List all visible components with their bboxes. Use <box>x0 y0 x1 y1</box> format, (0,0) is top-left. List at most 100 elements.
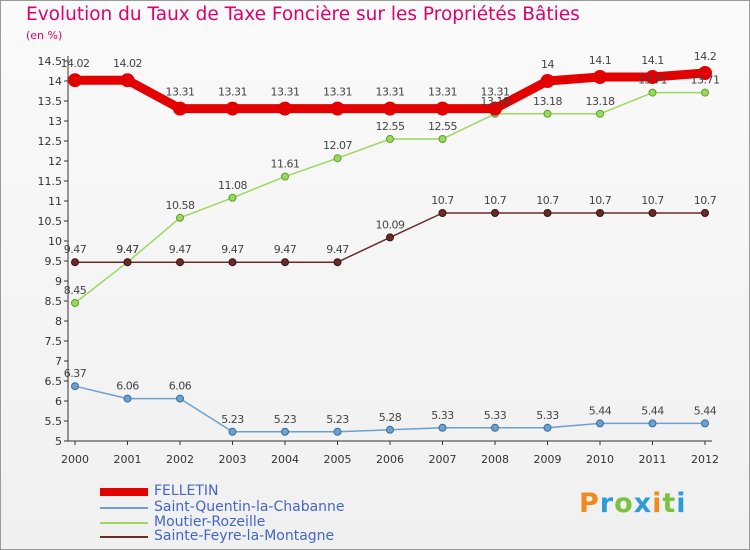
legend-swatch-saint-quentin <box>100 507 148 509</box>
y-tick-label: 12 <box>48 155 62 168</box>
data-label: 13.18 <box>533 95 562 108</box>
data-point <box>491 209 499 217</box>
data-point <box>281 427 289 436</box>
logo-letter: r <box>599 488 615 519</box>
data-point <box>71 299 79 307</box>
y-tick-label: 13 <box>48 115 62 128</box>
data-label: 14.1 <box>641 54 664 67</box>
data-label: 14.02 <box>113 57 142 70</box>
data-point <box>543 109 552 118</box>
y-tick-label: 8.5 <box>45 295 63 308</box>
data-point <box>438 423 447 432</box>
y-tick-label: 13.5 <box>38 95 63 108</box>
unit-label: (en %) <box>26 29 63 42</box>
y-tick-label: 6 <box>55 395 62 408</box>
data-label: 5.23 <box>274 413 297 426</box>
y-tick-label: 9.5 <box>45 255 63 268</box>
data-label: 13.31 <box>218 86 247 99</box>
y-tick-label: 11 <box>48 195 62 208</box>
data-point <box>123 258 132 267</box>
data-point <box>228 258 237 267</box>
data-point <box>701 209 709 217</box>
data-label: 13.71 <box>638 74 667 87</box>
data-label: 11.61 <box>271 158 300 171</box>
data-point <box>648 88 657 97</box>
data-point <box>330 101 345 116</box>
data-label: 9.47 <box>116 243 139 256</box>
x-tick-label: 2000 <box>61 453 89 466</box>
data-label: 13.31 <box>428 86 457 99</box>
x-tick-label: 2010 <box>586 453 614 466</box>
x-tick-label: 2002 <box>166 453 194 466</box>
x-tick-label: 2001 <box>114 453 142 466</box>
data-point <box>281 258 289 267</box>
data-label: 9.47 <box>274 243 297 256</box>
y-tick-label: 5.5 <box>45 415 63 428</box>
data-point <box>123 394 132 403</box>
data-label: 10.58 <box>166 199 195 212</box>
data-label: 10.7 <box>589 194 612 207</box>
data-point <box>228 427 237 436</box>
legend-swatch-moutier <box>100 522 148 524</box>
data-point <box>596 109 604 118</box>
data-label: 5.33 <box>536 409 559 422</box>
data-label: 13.18 <box>586 95 615 108</box>
x-tick-label: 2004 <box>271 453 299 466</box>
x-tick-label: 2005 <box>324 453 352 466</box>
y-tick-label: 14.5 <box>38 55 63 68</box>
x-tick-label: 2006 <box>376 453 404 466</box>
data-point <box>701 88 709 97</box>
data-point <box>71 382 79 391</box>
data-point <box>491 423 499 432</box>
logo-letter: t <box>662 488 677 519</box>
data-label: 13.31 <box>481 86 510 99</box>
data-label: 12.55 <box>376 120 405 133</box>
data-label: 12.07 <box>323 139 352 152</box>
x-tick-label: 2009 <box>534 453 562 466</box>
data-label: 9.47 <box>326 243 349 256</box>
x-tick-label: 2011 <box>639 453 667 466</box>
data-label: 13.31 <box>166 86 195 99</box>
logo-letter: i <box>676 488 687 519</box>
data-label: 6.06 <box>116 380 139 393</box>
data-label: 5.33 <box>431 409 454 422</box>
data-point <box>648 209 657 217</box>
data-point <box>225 101 240 116</box>
y-tick-label: 10.5 <box>38 215 63 228</box>
legend-label: Saint-Quentin-la-Chabanne <box>154 499 345 515</box>
data-label: 5.33 <box>484 409 507 422</box>
legend-label: Sainte-Feyre-la-Montagne <box>154 528 335 544</box>
logo-letter: o <box>614 488 634 519</box>
data-label: 5.44 <box>694 404 717 417</box>
data-point <box>648 419 657 428</box>
y-tick-label: 11.5 <box>38 175 63 188</box>
x-tick-label: 2007 <box>429 453 457 466</box>
x-tick-label: 2003 <box>219 453 247 466</box>
data-point <box>68 73 82 88</box>
y-tick-label: 8 <box>55 315 62 328</box>
data-point <box>120 73 135 88</box>
y-tick-label: 9 <box>55 275 62 288</box>
data-label: 14.1 <box>589 54 612 67</box>
logo-letter: i <box>652 488 663 519</box>
data-label: 9.47 <box>221 243 244 256</box>
legend-swatch-sainte-feyre <box>100 536 148 538</box>
logo-letter: x <box>633 488 653 519</box>
data-label: 10.7 <box>641 194 664 207</box>
data-label: 10.7 <box>484 194 507 207</box>
data-point <box>435 101 450 116</box>
chart-title: Evolution du Taux de Taxe Foncière sur l… <box>26 4 580 25</box>
data-point <box>333 154 342 163</box>
x-tick-label: 2012 <box>691 453 719 466</box>
data-point <box>645 70 660 84</box>
legend-label: Moutier-Rozeille <box>154 514 266 530</box>
data-point <box>176 258 184 267</box>
data-point <box>281 172 289 181</box>
y-tick-label: 7 <box>55 355 62 368</box>
data-point <box>596 419 604 428</box>
data-label: 5.44 <box>589 404 612 417</box>
y-tick-label: 10 <box>48 235 62 248</box>
data-point <box>386 135 394 143</box>
data-label: 5.23 <box>221 413 244 426</box>
